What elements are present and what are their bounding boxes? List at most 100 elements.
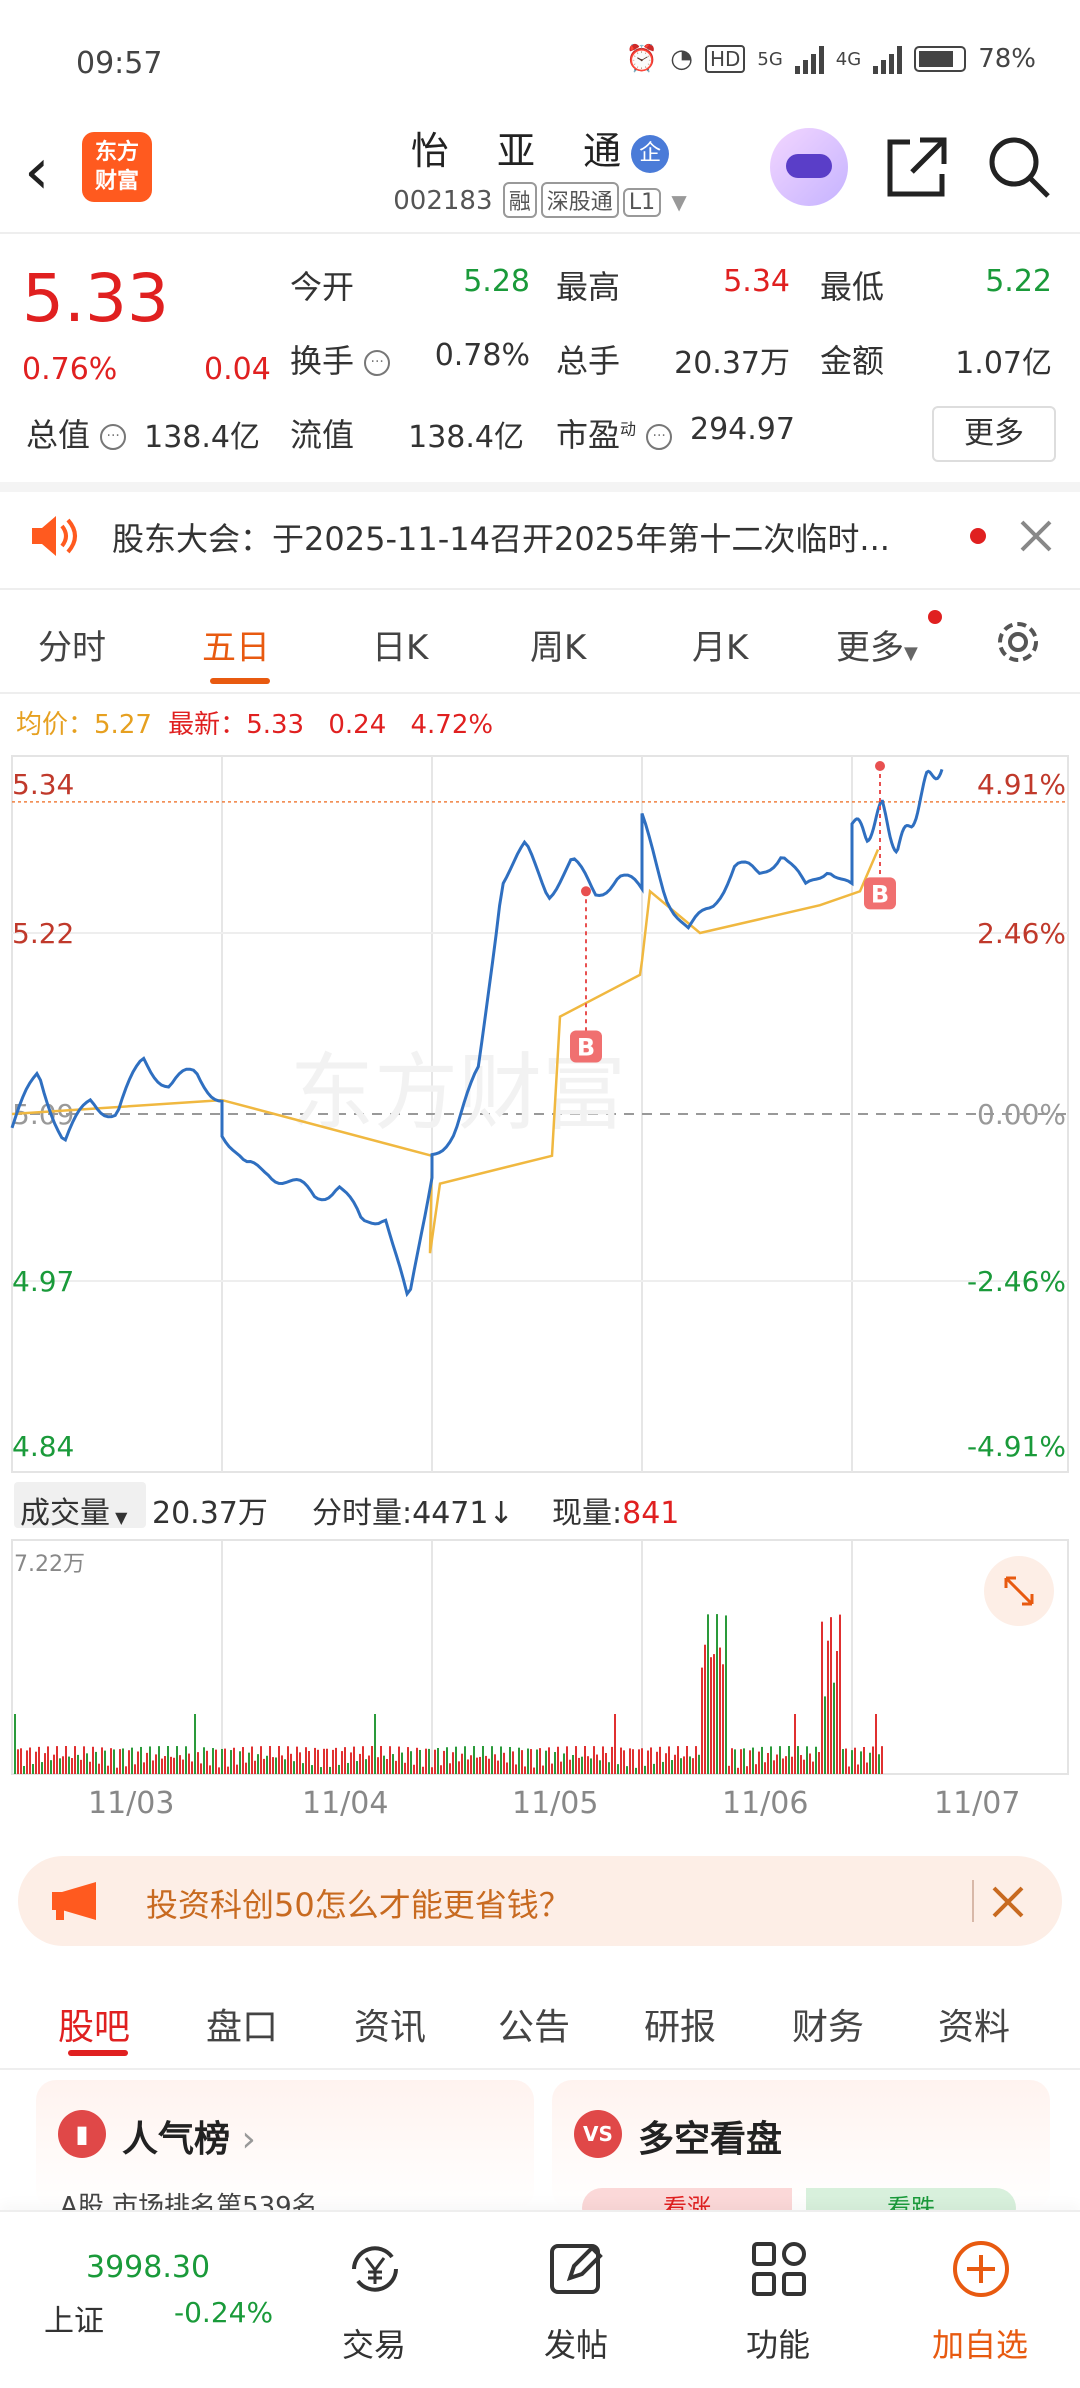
y-tick-left: 4.97 <box>12 1265 74 1298</box>
volume-bar <box>812 1761 814 1774</box>
tab-profile[interactable]: 资料 <box>938 2007 1011 2048</box>
volume-bar <box>719 1647 721 1774</box>
turnover-label[interactable]: 换手 ··· <box>290 336 391 382</box>
buy-marker[interactable] <box>864 877 896 910</box>
logo-bottom: 财富 <box>94 169 139 194</box>
volume-bar <box>89 1761 91 1774</box>
volume-selector[interactable]: 成交量 ▼ <box>14 1482 146 1531</box>
volume-bar <box>716 1614 718 1774</box>
eastmoney-logo[interactable]: 东方 财富 <box>82 132 152 202</box>
share-icon[interactable] <box>884 134 950 200</box>
x-tick: 11/06 <box>722 1786 809 1821</box>
volume-bar <box>773 1760 775 1774</box>
volume-bar <box>182 1759 184 1774</box>
avg-label: 均价： <box>16 710 95 740</box>
y-axis-right: 4.91% 2.46% 0.00% -2.46% -4.91% <box>967 768 1066 1463</box>
pe-label[interactable]: 市盈动 ··· <box>556 410 673 456</box>
tab-underline <box>68 2050 128 2056</box>
bull-bear-card[interactable]: VS 多空看盘 看涨 看跌 <box>552 2080 1050 2228</box>
notice-bar[interactable]: 股东大会：于2025-11-14召开2025年第十二次临时... <box>0 488 1080 584</box>
more-button[interactable]: 更多 <box>932 406 1056 462</box>
popularity-card[interactable]: ▮ 人气榜 › A股 市场排名第539名 <box>36 2080 534 2222</box>
volume-bar <box>29 1747 31 1774</box>
close-icon[interactable] <box>990 1884 1026 1920</box>
volume-bar <box>677 1746 679 1774</box>
volume-bar <box>239 1751 241 1774</box>
volume-bar <box>107 1765 109 1774</box>
volume-bar <box>218 1767 220 1774</box>
volume-bar <box>146 1752 148 1774</box>
tab-daily-k[interactable]: 日K <box>372 628 429 668</box>
stock-header: ‹ 东方 财富 怡 亚 通企 002183 融深股通 L1 ▼ <box>0 120 1080 232</box>
volume-bar <box>413 1764 415 1774</box>
stock-code-line[interactable]: 002183 融深股通 L1 ▼ <box>300 182 780 218</box>
volume-bar <box>497 1760 499 1774</box>
gear-icon[interactable] <box>990 614 1046 670</box>
tab-underline <box>210 678 270 684</box>
volume-bar <box>323 1748 325 1774</box>
chart-tabs: 分时 五日 日K 周K 月K 更多▼ <box>0 596 1080 692</box>
volume-bar <box>833 1682 835 1774</box>
volume-bar <box>161 1758 163 1774</box>
tab-monthly-k[interactable]: 月K <box>692 628 749 668</box>
buy-marker[interactable] <box>570 1030 602 1063</box>
ad-text[interactable]: 投资科创50怎么才能更省钱？ <box>146 1886 571 1924</box>
volume-bar <box>470 1755 472 1774</box>
info-icon[interactable]: ··· <box>100 424 127 450</box>
volume-bar <box>80 1759 82 1774</box>
close-icon[interactable] <box>1018 518 1054 554</box>
volume-bar <box>419 1749 421 1774</box>
search-icon[interactable] <box>986 134 1052 200</box>
tab-forum[interactable]: 股吧 <box>58 2007 131 2048</box>
tab-research[interactable]: 研报 <box>644 2007 717 2048</box>
tab-five-day[interactable]: 五日 <box>202 628 270 668</box>
divider <box>972 1880 974 1922</box>
volume-bar <box>167 1746 169 1774</box>
volume-bar <box>461 1753 463 1774</box>
volume-bar <box>119 1749 121 1774</box>
tab-orderbook[interactable]: 盘口 <box>206 2007 279 2048</box>
volume-bar <box>605 1753 607 1774</box>
volume-bar <box>848 1766 850 1774</box>
tab-news[interactable]: 资讯 <box>354 2007 427 2048</box>
volume-bar <box>824 1696 826 1774</box>
volume-bar <box>599 1760 601 1774</box>
low-value: 5.22 <box>985 264 1052 299</box>
buy-marker-label: B <box>577 1033 595 1061</box>
volume-label: 总手 <box>556 342 621 380</box>
volume-bar <box>38 1746 40 1774</box>
tab-finance[interactable]: 财务 <box>792 2007 865 2048</box>
minute-volume-value: 4471 <box>412 1496 489 1531</box>
volume-bar <box>74 1746 76 1774</box>
volume-bar <box>113 1749 115 1774</box>
assistant-avatar[interactable] <box>770 128 848 206</box>
volume-bar <box>527 1748 529 1774</box>
tab-weekly-k[interactable]: 周K <box>530 628 587 668</box>
info-icon[interactable]: ··· <box>364 350 391 376</box>
volume-bar <box>443 1750 445 1774</box>
volume-bar <box>215 1749 217 1774</box>
notice-text[interactable]: 股东大会：于2025-11-14召开2025年第十二次临时... <box>112 520 890 558</box>
tab-intraday[interactable]: 分时 <box>38 628 106 668</box>
ad-banner[interactable]: 投资科创50怎么才能更省钱？ <box>18 1856 1062 1946</box>
back-icon[interactable]: ‹ <box>24 135 50 209</box>
tab-announcements[interactable]: 公告 <box>498 2007 571 2048</box>
tab-more[interactable]: 更多▼ <box>836 620 918 669</box>
volume-bar <box>539 1748 541 1774</box>
x-tick: 11/04 <box>302 1786 389 1821</box>
volume-bar <box>92 1746 94 1774</box>
volume-bar <box>851 1750 853 1774</box>
volume-bar <box>170 1756 172 1774</box>
volume-bar <box>440 1765 442 1774</box>
open-value: 5.28 <box>463 264 530 299</box>
expand-icon[interactable] <box>984 1556 1054 1626</box>
info-icon[interactable]: ··· <box>646 424 673 450</box>
stock-name: 怡 亚 通企 <box>300 120 780 175</box>
volume-bar <box>683 1756 685 1774</box>
chart-icon: ▮ <box>58 2110 106 2158</box>
five-day-chart[interactable]: 东方财富 5.345.225.094.974.84 4.91%2.46%0.00… <box>0 752 1080 1812</box>
volume-bar <box>656 1751 658 1774</box>
volume-bar <box>686 1746 688 1774</box>
mktcap-label[interactable]: 总值 ··· <box>26 410 127 456</box>
yen-cycle-icon <box>352 2246 398 2292</box>
